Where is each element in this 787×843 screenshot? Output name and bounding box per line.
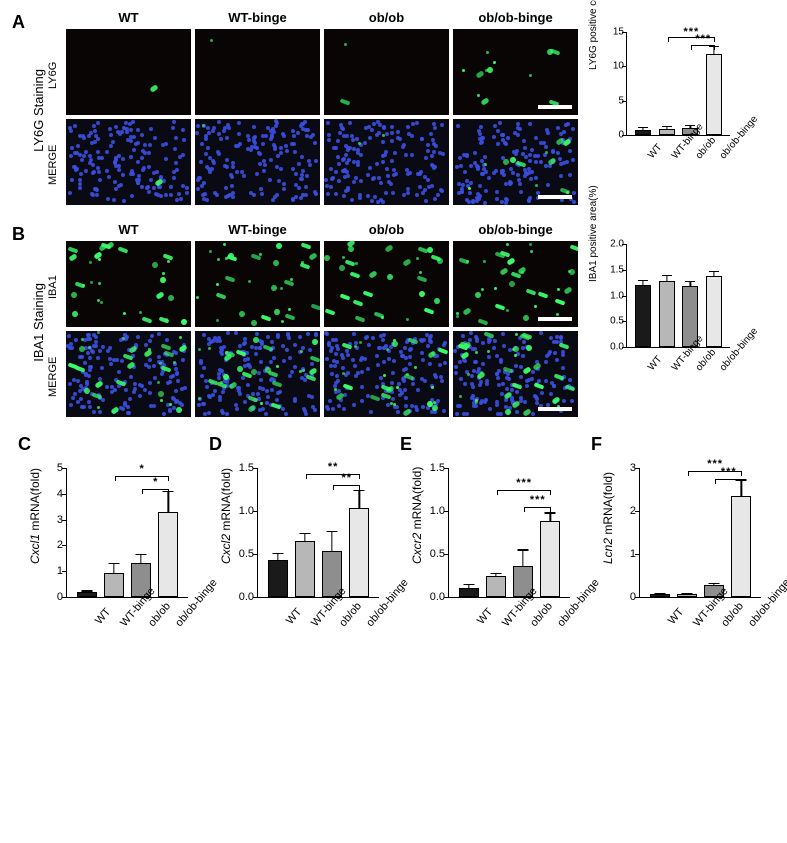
chart-bar <box>659 129 675 135</box>
col-header: ob/ob-binge <box>453 222 578 237</box>
col-header: WT-binge <box>195 222 320 237</box>
chart-bar <box>731 496 751 597</box>
chart-bar <box>77 592 97 597</box>
chart-bar <box>706 54 722 135</box>
y-axis-label: Lcn2 mRNA(fold) <box>601 472 615 564</box>
microscopy-image <box>195 119 320 205</box>
panel-b-headers: WT WT-binge ob/ob ob/ob-binge <box>66 222 578 237</box>
mrna-chart: FLcn2 mRNA(fold)0123******WTWT-bingeob/o… <box>591 434 771 654</box>
panel-a-headers: WT WT-binge ob/ob ob/ob-binge <box>66 10 578 25</box>
plot-area: 0123****** <box>639 468 761 598</box>
merge-row-label-b: MERGE <box>46 334 60 420</box>
microscopy-image <box>324 241 449 327</box>
ly6g-row-label: LY6G <box>46 32 60 118</box>
significance-label: ** <box>341 472 352 484</box>
charts-row: CCxcl1 mRNA(fold)012345**WTWT-bingeob/ob… <box>12 434 775 654</box>
col-header: ob/ob <box>324 222 449 237</box>
microscopy-image <box>66 241 191 327</box>
significance-label: *** <box>530 494 546 506</box>
col-header: ob/ob <box>324 10 449 25</box>
plot-area: 0.00.51.01.5****** <box>448 468 570 598</box>
panel-a-letter: A <box>12 10 30 33</box>
plot-area: 051015****** <box>626 32 730 136</box>
mrna-chart: DCxcl2 mRNA(fold)0.00.51.01.5****WTWT-bi… <box>209 434 389 654</box>
significance-label: *** <box>695 33 711 45</box>
col-header: WT <box>66 222 191 237</box>
iba1-row-label: IBA1 <box>46 244 60 330</box>
chart-bar <box>459 588 479 597</box>
panel-a-left-label: LY6G Staining <box>30 10 46 210</box>
chart-bar <box>104 573 124 598</box>
significance-label: ** <box>328 461 339 473</box>
y-axis-label: Cxcr2 mRNA(fold) <box>410 467 424 564</box>
microscopy-image <box>453 331 578 417</box>
microscopy-image <box>66 29 191 115</box>
panel-b-rows <box>66 241 578 417</box>
chart-bar <box>706 276 722 347</box>
mrna-chart: ECxcr2 mRNA(fold)0.00.51.01.5******WTWT-… <box>400 434 580 654</box>
merge-row-label-a: MERGE <box>46 122 60 208</box>
panel-b-letter: B <box>12 222 30 245</box>
microscopy-image <box>66 331 191 417</box>
mrna-chart: CCxcl1 mRNA(fold)012345**WTWT-bingeob/ob… <box>18 434 198 654</box>
iba1-row <box>66 241 578 327</box>
panel-b-chart: IBA1 positive area(%)0.00.51.01.52.0WTWT… <box>586 222 736 398</box>
microscopy-image <box>195 241 320 327</box>
y-axis-label: LY6G positive cells per field(200x) <box>588 0 599 70</box>
microscopy-image <box>453 241 578 327</box>
panel-b-imaging: IBA1 MERGE WT WT-binge ob/ob ob/ob-binge <box>46 222 578 420</box>
microscopy-image <box>195 331 320 417</box>
panel-letter: C <box>18 434 31 455</box>
microscopy-image <box>453 119 578 205</box>
chart-bar <box>650 594 670 597</box>
panel-b-sub-vlabels: IBA1 MERGE <box>46 244 60 420</box>
panel-a-rows <box>66 29 578 205</box>
panel-a-chart: LY6G positive cells per field(200x)05101… <box>586 10 736 186</box>
chart-bar <box>659 281 675 347</box>
plot-area: 012345** <box>66 468 188 598</box>
microscopy-image <box>195 29 320 115</box>
microscopy-image <box>324 331 449 417</box>
col-header: WT-binge <box>195 10 320 25</box>
panel-a-row: A LY6G Staining LY6G MERGE WT WT-binge o… <box>12 10 775 210</box>
y-axis-label: Cxcl1 mRNA(fold) <box>28 468 42 564</box>
iba1-staining-vlabel: IBA1 Staining <box>31 283 46 362</box>
significance-label: * <box>139 463 144 475</box>
significance-label: *** <box>516 477 532 489</box>
chart-bar <box>349 508 369 597</box>
microscopy-image <box>66 119 191 205</box>
panel-a-grids: WT WT-binge ob/ob ob/ob-binge <box>66 10 578 208</box>
ly6g-row <box>66 29 578 115</box>
ly6g-staining-vlabel: LY6G Staining <box>31 69 46 152</box>
panel-b-grids: WT WT-binge ob/ob ob/ob-binge <box>66 222 578 420</box>
panel-letter: E <box>400 434 412 455</box>
chart-bar <box>635 285 651 347</box>
panel-letter: F <box>591 434 602 455</box>
plot-area: 0.00.51.01.5**** <box>257 468 379 598</box>
chart-bar <box>158 512 178 597</box>
panel-b-left-label: IBA1 Staining <box>30 222 46 422</box>
microscopy-image <box>324 119 449 205</box>
plot-area: 0.00.51.01.52.0 <box>626 244 730 348</box>
significance-label: *** <box>721 466 737 478</box>
col-header: WT <box>66 10 191 25</box>
panel-a-imaging: LY6G MERGE WT WT-binge ob/ob ob/ob-binge <box>46 10 578 208</box>
panel-b-row: B IBA1 Staining IBA1 MERGE WT WT-binge o… <box>12 222 775 422</box>
significance-label: * <box>153 476 158 488</box>
chart-bar <box>540 521 560 597</box>
chart-bar <box>295 541 315 597</box>
y-axis-label: Cxcl2 mRNA(fold) <box>219 468 233 564</box>
chart-bar <box>677 594 697 597</box>
panel-a-sub-vlabels: LY6G MERGE <box>46 32 60 208</box>
y-axis-label: IBA1 positive area(%) <box>588 185 599 282</box>
panel-letter: D <box>209 434 222 455</box>
microscopy-image <box>453 29 578 115</box>
merge-row-b <box>66 331 578 417</box>
chart-bar <box>268 560 288 597</box>
chart-bar <box>635 130 651 135</box>
microscopy-image <box>324 29 449 115</box>
col-header: ob/ob-binge <box>453 10 578 25</box>
merge-row-a <box>66 119 578 205</box>
chart-bar <box>486 576 506 597</box>
